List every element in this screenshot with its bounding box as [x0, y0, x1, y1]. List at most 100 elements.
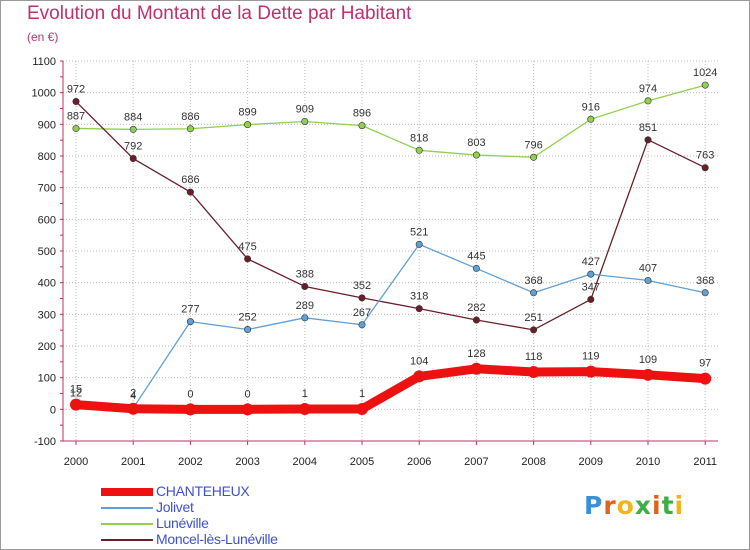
y-tick-label: 600: [38, 214, 56, 226]
data-label: 12: [70, 388, 82, 400]
data-point: [72, 98, 80, 106]
data-point: [241, 403, 254, 416]
data-label: 2: [130, 388, 136, 400]
data-label: 818: [410, 132, 428, 144]
data-point: [470, 362, 483, 375]
data-label: 796: [524, 139, 542, 151]
proxiti-logo: Proxiti: [584, 491, 684, 520]
x-tick-label: 2003: [235, 456, 259, 468]
data-point: [644, 97, 652, 105]
data-point: [129, 155, 137, 163]
data-point: [186, 125, 194, 133]
data-label: 851: [639, 122, 657, 134]
x-tick-label: 2009: [579, 456, 603, 468]
logo-letter: t: [661, 491, 675, 520]
series-line: [75, 84, 706, 158]
data-label: 407: [639, 262, 657, 274]
series-line: [71, 364, 710, 414]
data-label: 1: [302, 388, 308, 400]
data-label: 352: [353, 280, 371, 292]
data-point: [530, 153, 538, 161]
data-label: 896: [353, 108, 371, 120]
logo-letter: i: [652, 491, 662, 520]
data-point: [244, 326, 252, 334]
logo-letter: r: [603, 491, 617, 520]
data-label: 974: [639, 83, 657, 95]
y-tick-label: 800: [38, 151, 56, 163]
legend-label: Jolivet: [156, 499, 194, 515]
data-label: 909: [296, 103, 314, 115]
x-tick-label: 2000: [64, 456, 88, 468]
data-point: [472, 316, 480, 324]
data-label: 97: [699, 358, 711, 370]
data-point: [530, 326, 538, 334]
y-tick-label: 900: [38, 119, 56, 131]
data-label: 15: [70, 384, 82, 396]
data-point: [301, 117, 309, 125]
data-label: 368: [696, 275, 714, 287]
data-label: 1: [359, 388, 365, 400]
data-point: [527, 365, 540, 378]
y-tick-label: 300: [38, 309, 56, 321]
x-tick-label: 2001: [121, 456, 145, 468]
data-point: [415, 305, 423, 313]
data-point: [301, 314, 309, 322]
data-label: 475: [238, 241, 256, 253]
y-tick-label: 400: [38, 278, 56, 290]
data-point: [356, 403, 368, 416]
series-line: [75, 100, 706, 331]
y-tick-label: 100: [38, 373, 56, 385]
x-tick-label: 2006: [407, 456, 431, 468]
data-point: [298, 403, 311, 416]
data-label: 388: [296, 268, 314, 280]
data-point: [699, 372, 712, 385]
data-label: 277: [181, 304, 199, 316]
data-point: [244, 121, 252, 129]
data-label: 763: [696, 150, 714, 162]
data-point: [301, 282, 309, 290]
data-label: 916: [582, 101, 600, 113]
data-label: 427: [582, 256, 600, 268]
data-label: 282: [467, 302, 485, 314]
data-label: 267: [353, 307, 371, 319]
data-label: 368: [524, 275, 542, 287]
data-label: 0: [245, 388, 251, 400]
logo-letter: x: [634, 491, 652, 520]
legend-swatch: [101, 523, 153, 525]
data-point: [644, 276, 652, 284]
logo-letter: P: [584, 491, 604, 520]
logo-letter: i: [674, 491, 685, 520]
data-point: [584, 365, 597, 378]
data-point: [530, 289, 538, 297]
x-tick-label: 2004: [293, 456, 317, 468]
data-label: 347: [582, 281, 600, 293]
data-label: 886: [181, 111, 199, 123]
chart-title: Evolution du Montant de la Dette par Hab…: [27, 3, 412, 24]
data-point: [186, 188, 194, 196]
data-label: 445: [467, 250, 485, 262]
data-point: [587, 115, 595, 123]
x-tick-label: 2005: [350, 456, 374, 468]
data-point: [70, 398, 82, 411]
data-label: 251: [524, 312, 542, 324]
x-tick-label: 2007: [464, 456, 488, 468]
data-point: [472, 151, 480, 159]
data-label: 119: [582, 351, 600, 363]
data-point: [184, 403, 197, 416]
data-point: [358, 321, 366, 329]
legend-label: CHANTEHEUX: [156, 483, 250, 499]
data-point: [642, 368, 654, 381]
data-label: 109: [639, 354, 657, 366]
y-tick-label: 1000: [32, 88, 56, 100]
y-tick-label: 500: [38, 246, 56, 258]
chart-subtitle: (en €): [27, 30, 59, 44]
data-point: [186, 318, 194, 326]
data-label: 1024: [693, 67, 717, 79]
data-point: [587, 270, 595, 278]
data-point: [127, 402, 140, 415]
data-label: 899: [238, 107, 256, 119]
data-label: 887: [67, 110, 85, 122]
data-label: 289: [296, 300, 314, 312]
